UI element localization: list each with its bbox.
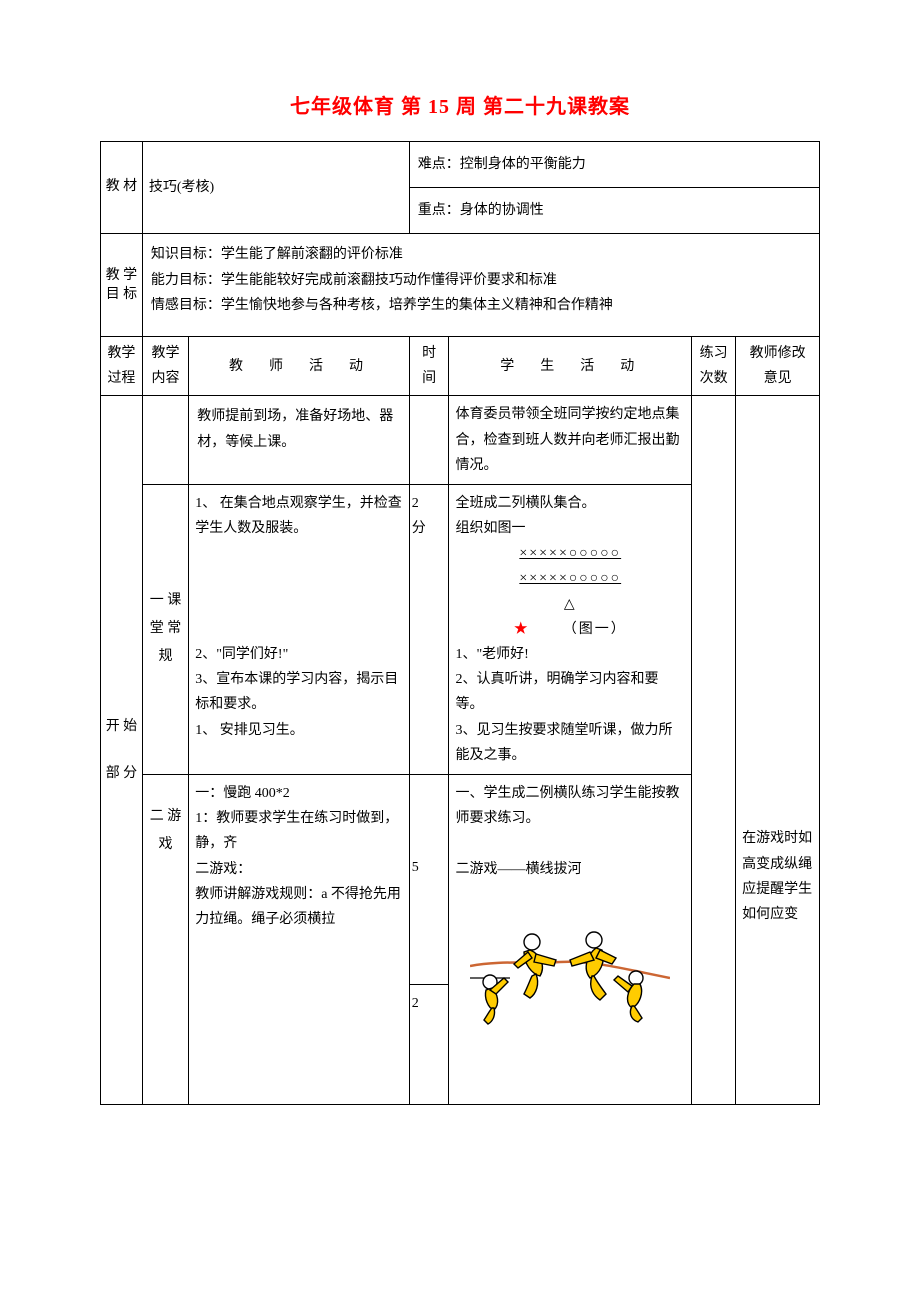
hdr-notes: 教师修改 意见 xyxy=(736,336,820,395)
hdr-student: 学 生 活 动 xyxy=(449,336,692,395)
label-jiaocai: 教 材 xyxy=(101,142,143,234)
page-title: 七年级体育 第 15 周 第二十九课教案 xyxy=(100,90,820,119)
formation-triangle: △ xyxy=(455,592,685,617)
cell-game-time2: 2 xyxy=(409,984,449,1104)
formation-line1: ×××××○○○○○ xyxy=(455,541,685,566)
cell-empty-content xyxy=(142,396,188,485)
cell-game-time1: 5 xyxy=(409,774,449,984)
cell-open-content: 一 课 堂 常 规 xyxy=(142,484,188,774)
cell-open-student: 全班成二列横队集合。 组织如图一 ×××××○○○○○ ×××××○○○○○ △… xyxy=(449,484,692,774)
tug-of-war-illustration xyxy=(470,888,670,1028)
hdr-content: 教学 内容 xyxy=(142,336,188,395)
star-icon: ★ xyxy=(514,622,530,637)
cell-prep-teacher: 教师提前到场，准备好场地、器材，等候上课。 xyxy=(189,396,410,485)
cell-reps-merged xyxy=(692,396,736,1105)
cell-open-teacher: 1、 在集合地点观察学生，并检查学生人数及服装。 2、"同学们好!" 3、宣布本… xyxy=(189,484,410,774)
formation-line2: ×××××○○○○○ xyxy=(455,566,685,591)
hdr-reps: 练习 次数 xyxy=(692,336,736,395)
formation-star-row: ★ （图一） xyxy=(455,617,685,642)
cell-prep-student: 体育委员带领全班同学按约定地点集合，检查到班人数并向老师汇报出勤情况。 xyxy=(449,396,692,485)
open-student-rest: 1、"老师好! 2、认真听讲，明确学习内容和要等。 3、见习生按要求随堂听课，做… xyxy=(455,642,685,768)
cell-notes: 在游戏时如高变成纵绳应提醒学生如何应变 xyxy=(736,396,820,1105)
hdr-process: 教学 过程 xyxy=(101,336,143,395)
cell-open-process: 开 始 部 分 xyxy=(101,396,143,1105)
cell-game-content: 二 游 戏 xyxy=(142,774,188,1104)
lesson-plan-table: 教 材 技巧(考核) 难点：控制身体的平衡能力 重点：身体的协调性 教 学 目 … xyxy=(100,141,820,1105)
hdr-teacher: 教 师 活 动 xyxy=(189,336,410,395)
cell-keypoint: 重点：身体的协调性 xyxy=(409,188,819,234)
game-student-text: 一、学生成二例横队练习学生能按教师要求练习。 二游戏——横线拔河 xyxy=(455,781,685,882)
cell-goals: 知识目标：学生能了解前滚翻的评价标准 能力目标：学生能能较好完成前滚翻技巧动作懂… xyxy=(142,234,819,337)
cell-topic: 技巧(考核) xyxy=(142,142,409,234)
cell-game-teacher: 一：慢跑 400*2 1：教师要求学生在练习时做到，静，齐 二游戏： 教师讲解游… xyxy=(189,774,410,1104)
cell-difficulty: 难点：控制身体的平衡能力 xyxy=(409,142,819,188)
hdr-time: 时 间 xyxy=(409,336,449,395)
open-student-intro: 全班成二列横队集合。 组织如图一 xyxy=(455,491,685,541)
cell-game-student: 一、学生成二例横队练习学生能按教师要求练习。 二游戏——横线拔河 xyxy=(449,774,692,1104)
cell-open-time: 2 分 xyxy=(409,484,449,774)
formation-caption: （图一） xyxy=(563,622,627,637)
cell-prep-time xyxy=(409,396,449,485)
label-goals: 教 学 目 标 xyxy=(101,234,143,337)
